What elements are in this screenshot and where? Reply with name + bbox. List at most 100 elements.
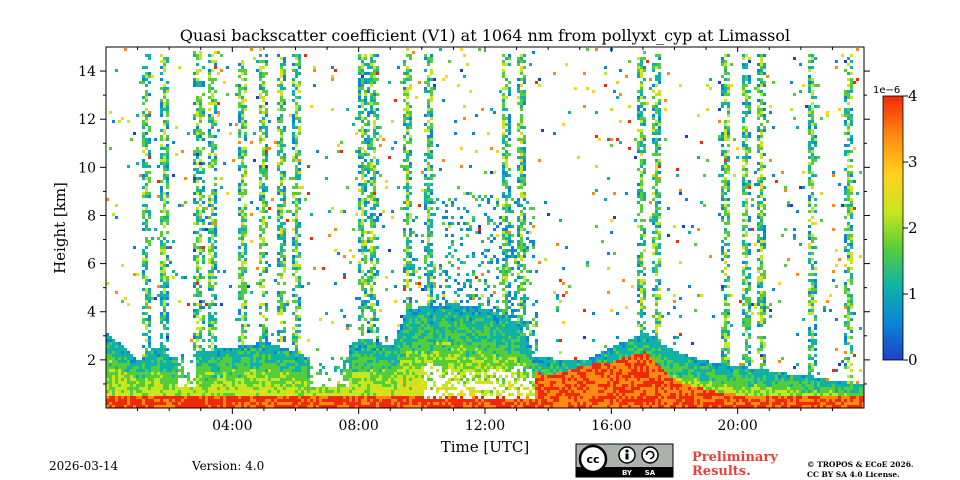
heatmap-cell xyxy=(133,378,136,381)
heatmap-cell xyxy=(142,192,145,195)
heatmap-cell xyxy=(370,63,373,66)
heatmap-cell xyxy=(211,222,214,225)
heatmap-cell xyxy=(367,111,370,114)
heatmap-cell xyxy=(268,360,271,363)
heatmap-cell xyxy=(259,348,262,351)
heatmap-cell xyxy=(244,375,247,378)
heatmap-cell xyxy=(298,63,301,66)
heatmap-cell xyxy=(358,345,361,348)
heatmap-cell xyxy=(121,345,124,348)
heatmap-cell xyxy=(124,297,127,300)
heatmap-cell xyxy=(118,357,121,360)
heatmap-cell xyxy=(166,144,169,147)
heatmap-cell xyxy=(166,333,169,336)
heatmap-cell xyxy=(262,117,265,120)
heatmap-cell xyxy=(358,354,361,357)
heatmap-cell xyxy=(472,195,475,198)
heatmap-cell xyxy=(448,318,451,321)
heatmap-cell xyxy=(202,201,205,204)
heatmap-cell xyxy=(118,363,121,366)
heatmap-cell xyxy=(148,324,151,327)
heatmap-cell xyxy=(112,396,115,399)
heatmap-cell xyxy=(244,174,247,177)
heatmap-cell xyxy=(259,105,262,108)
heatmap-cell xyxy=(283,126,286,129)
heatmap-cell xyxy=(361,186,364,189)
heatmap-cell xyxy=(130,390,133,393)
heatmap-cell xyxy=(430,300,433,303)
heatmap-cell xyxy=(106,348,109,351)
heatmap-cell xyxy=(142,369,145,372)
heatmap-cell xyxy=(229,354,232,357)
heatmap-cell xyxy=(262,99,265,102)
heatmap-cell xyxy=(373,402,376,405)
heatmap-cell xyxy=(301,384,304,387)
heatmap-cell xyxy=(199,57,202,60)
heatmap-cell xyxy=(208,222,211,225)
heatmap-cell xyxy=(289,375,292,378)
heatmap-cell xyxy=(283,387,286,390)
heatmap-cell xyxy=(409,213,412,216)
heatmap-cell xyxy=(253,378,256,381)
heatmap-cell xyxy=(208,120,211,123)
heatmap-cell xyxy=(109,351,112,354)
heatmap-cell xyxy=(403,90,406,93)
heatmap-cell xyxy=(208,231,211,234)
heatmap-cell xyxy=(208,144,211,147)
heatmap-cell xyxy=(424,324,427,327)
heatmap-cell xyxy=(121,264,124,267)
heatmap-cell xyxy=(409,345,412,348)
heatmap-cell xyxy=(292,333,295,336)
heatmap-cell xyxy=(211,54,214,57)
heatmap-cell xyxy=(379,402,382,405)
heatmap-cell xyxy=(262,255,265,258)
heatmap-cell xyxy=(259,93,262,96)
heatmap-cell xyxy=(262,270,265,273)
heatmap-cell xyxy=(373,177,376,180)
heatmap-cell xyxy=(241,384,244,387)
heatmap-cell xyxy=(358,393,361,396)
heatmap-cell xyxy=(202,138,205,141)
heatmap-cell xyxy=(142,372,145,375)
heatmap-cell xyxy=(370,276,373,279)
heatmap-cell xyxy=(142,216,145,219)
heatmap-cell xyxy=(445,381,448,384)
heatmap-cell xyxy=(121,366,124,369)
heatmap-cell xyxy=(214,366,217,369)
heatmap-cell xyxy=(265,108,268,111)
heatmap-cell xyxy=(370,231,373,234)
heatmap-cell xyxy=(244,153,247,156)
heatmap-cell xyxy=(124,48,127,51)
heatmap-cell xyxy=(415,375,418,378)
heatmap-cell xyxy=(256,372,259,375)
heatmap-cell xyxy=(166,216,169,219)
heatmap-cell xyxy=(208,306,211,309)
heatmap-cell xyxy=(259,219,262,222)
heatmap-cell xyxy=(409,357,412,360)
heatmap-cell xyxy=(283,336,286,339)
heatmap-cell xyxy=(196,96,199,99)
heatmap-cell xyxy=(415,390,418,393)
heatmap-cell xyxy=(358,402,361,405)
heatmap-cell xyxy=(466,339,469,342)
heatmap-cell xyxy=(241,123,244,126)
heatmap-cell xyxy=(214,393,217,396)
heatmap-cell xyxy=(130,360,133,363)
heatmap-cell xyxy=(403,330,406,333)
heatmap-cell xyxy=(277,189,280,192)
heatmap-cell xyxy=(466,354,469,357)
heatmap-cell xyxy=(145,192,148,195)
heatmap-cell xyxy=(289,372,292,375)
heatmap-cell xyxy=(409,120,412,123)
heatmap-cell xyxy=(424,387,427,390)
heatmap-cell xyxy=(214,360,217,363)
heatmap-cell xyxy=(367,351,370,354)
heatmap-cell xyxy=(364,381,367,384)
heatmap-cell xyxy=(262,327,265,330)
heatmap-cell xyxy=(121,348,124,351)
heatmap-cell xyxy=(280,120,283,123)
heatmap-cell xyxy=(259,282,262,285)
heatmap-cell xyxy=(121,357,124,360)
heatmap-cell xyxy=(160,267,163,270)
heatmap-cell xyxy=(280,183,283,186)
